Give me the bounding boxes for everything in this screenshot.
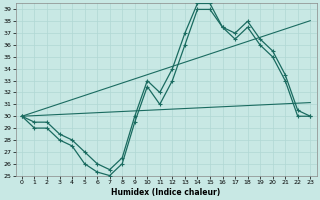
X-axis label: Humidex (Indice chaleur): Humidex (Indice chaleur) [111, 188, 221, 197]
